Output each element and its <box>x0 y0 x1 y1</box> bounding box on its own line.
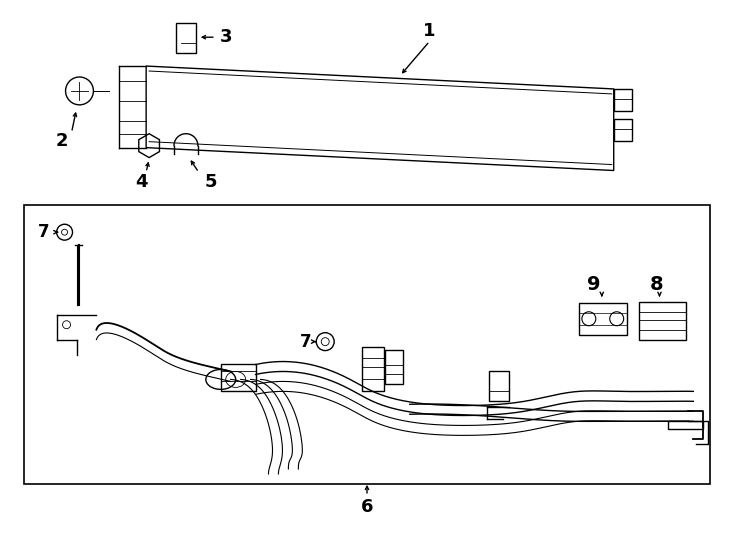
Text: 9: 9 <box>587 275 600 294</box>
Bar <box>490 372 509 401</box>
Bar <box>23 205 711 484</box>
Bar <box>614 119 632 140</box>
Bar <box>176 23 196 53</box>
Text: 7: 7 <box>38 223 49 241</box>
Bar <box>221 363 255 392</box>
Bar <box>362 347 384 392</box>
Bar <box>639 302 686 340</box>
Bar <box>669 421 703 429</box>
Bar <box>579 303 627 335</box>
Text: 5: 5 <box>205 173 217 192</box>
Text: 1: 1 <box>424 22 436 40</box>
Text: 7: 7 <box>299 333 311 350</box>
Text: 8: 8 <box>650 275 664 294</box>
Bar <box>385 349 403 384</box>
Text: 4: 4 <box>135 173 148 192</box>
Bar <box>614 89 632 111</box>
Text: 2: 2 <box>55 132 68 150</box>
Text: 3: 3 <box>219 28 232 46</box>
Text: 6: 6 <box>360 498 374 516</box>
